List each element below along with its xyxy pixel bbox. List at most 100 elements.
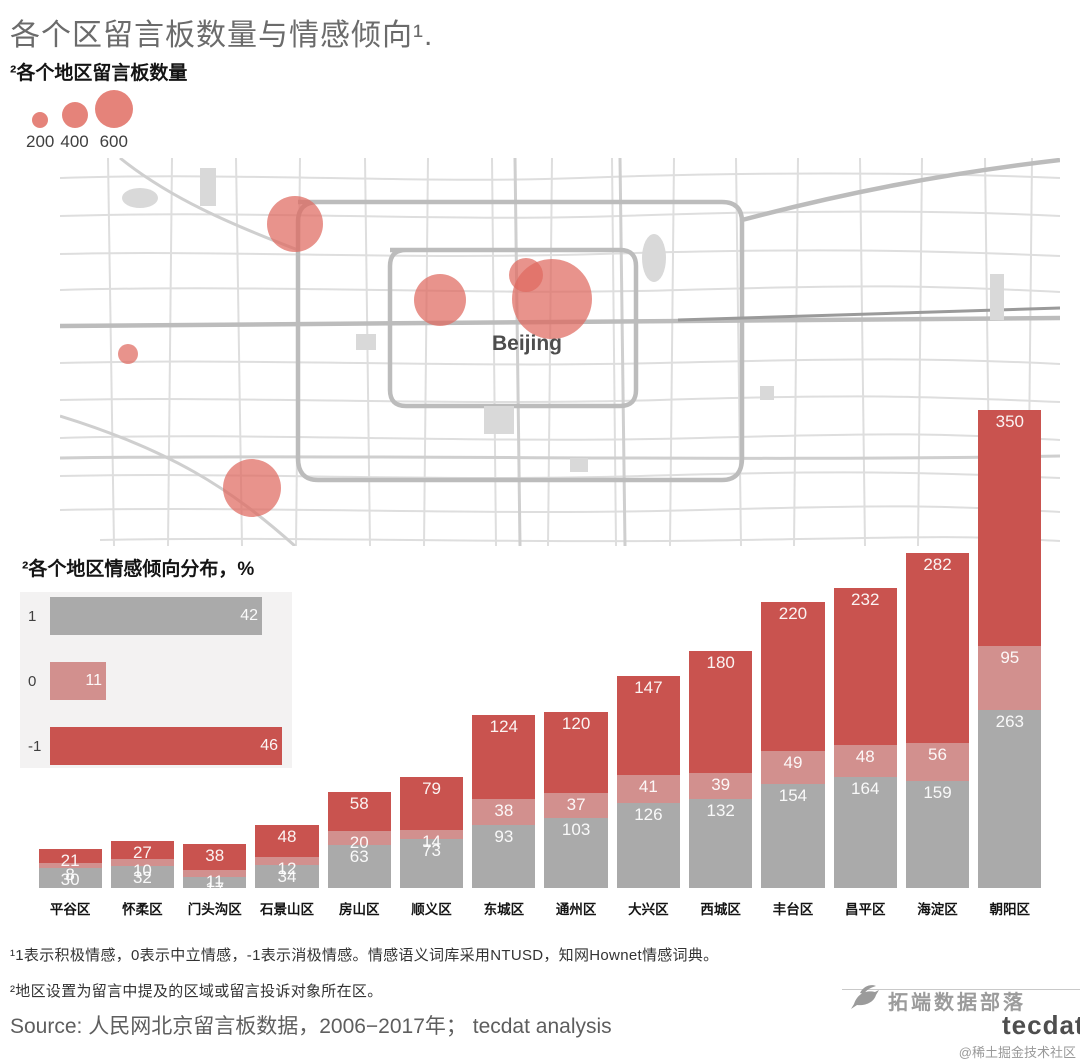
bar-value-label: 79 <box>422 779 441 798</box>
district-bar: 38 11 17 门头沟区 <box>183 400 247 917</box>
x-axis-label: 大兴区 <box>628 902 669 917</box>
watermark-brand: 拓端数据部落 <box>888 992 1026 1014</box>
watermark-divider <box>842 989 1080 990</box>
bar-value-label: 32 <box>132 868 152 887</box>
sentiment-category-label: -1 <box>28 737 42 755</box>
bar-segment: 14 <box>399 830 464 850</box>
legend-bubble-icon <box>32 112 49 128</box>
district-bubble <box>223 459 281 517</box>
bar-value-label: 103 <box>561 820 591 839</box>
bar-segment: 93 <box>472 825 536 888</box>
bar-value-label: 38 <box>494 801 514 820</box>
x-axis-label: 丰台区 <box>772 902 814 917</box>
sentiment-value-label: 46 <box>260 737 278 754</box>
bar-value-label: 8 <box>65 865 75 884</box>
district-bar: 21 8 30 平谷区 <box>38 400 102 917</box>
bar-segment: 11 <box>183 870 247 890</box>
x-axis-label: 东城区 <box>483 902 525 917</box>
map-svg: Beijing <box>60 158 1060 546</box>
sentiment-bar: 42 <box>50 597 262 635</box>
bar-value-label: 41 <box>638 777 658 796</box>
bar-value-label: 126 <box>634 805 663 824</box>
bar-segment: 34 <box>255 865 319 888</box>
bar-segment: 232 <box>833 588 897 745</box>
x-axis-label: 怀柔区 <box>122 902 163 917</box>
legend-bubble-icon <box>94 90 133 128</box>
district-bar: 147 41 126 大兴区 <box>616 400 681 917</box>
district-bubble <box>414 274 466 326</box>
legend-size-label: 600 <box>99 132 128 151</box>
bar-value-label: 49 <box>783 753 803 772</box>
sentiment-bar: 46 <box>50 727 282 765</box>
bar-value-label: 73 <box>422 841 441 860</box>
bar-value-label: 124 <box>489 717 519 736</box>
bar-value-label: 120 <box>561 714 591 733</box>
tecdat-logo: tecdat <box>1002 1010 1080 1040</box>
bar-value-label: 93 <box>494 827 514 846</box>
bar-value-label: 56 <box>928 745 947 764</box>
x-axis-label: 门头沟区 <box>187 902 242 917</box>
bar-value-label: 154 <box>778 786 808 805</box>
bar-value-label: 38 <box>205 846 225 865</box>
bar-value-label: 34 <box>277 867 297 886</box>
stacked-bar-chart: 21 8 30 平谷区 27 10 32 怀柔区 38 11 17 门头沟区 48 12 34 石景山区 58 2… <box>34 400 1046 917</box>
bar-segment: 38 <box>472 799 536 825</box>
sentiment-row: 0 11 <box>20 662 292 700</box>
map-section-heading: ²各个地区留言板数量 <box>10 63 188 84</box>
bar-segment: 12 <box>255 857 319 877</box>
x-axis-label: 房山区 <box>339 902 380 917</box>
bar-segment: 103 <box>544 818 608 888</box>
bar-segment: 154 <box>761 784 825 888</box>
bar-value-label: 39 <box>711 775 731 794</box>
bar-value-label: 132 <box>706 801 735 820</box>
bar-segment: 48 <box>833 745 897 777</box>
district-bubble <box>118 344 138 364</box>
bar-value-label: 37 <box>566 795 586 814</box>
bar-value-label: 21 <box>60 851 80 870</box>
sentiment-category-label: 1 <box>28 607 37 625</box>
bar-value-label: 58 <box>349 794 369 813</box>
district-bar: 220 49 154 丰台区 <box>761 400 825 917</box>
city-label: Beijing <box>492 332 562 355</box>
source-credit: Source: 人民网北京留言板数据，2006−2017年； tecdat an… <box>10 1015 612 1038</box>
page-title: 各个区留言板数量与情感倾向¹. <box>10 19 434 52</box>
x-axis-label: 西城区 <box>700 902 741 917</box>
bar-segment: 120 <box>544 712 608 793</box>
x-axis-label: 顺义区 <box>411 902 452 917</box>
bar-value-label: 232 <box>851 590 880 609</box>
district-bubble <box>512 259 592 339</box>
bar-segment: 41 <box>616 775 681 803</box>
bar-value-label: 48 <box>277 827 297 846</box>
bar-value-label: 11 <box>205 872 224 891</box>
district-bar: 120 37 103 通州区 <box>544 400 608 917</box>
x-axis-label: 朝阳区 <box>989 902 1031 917</box>
bar-segment: 164 <box>833 777 897 888</box>
bar-value-label: 27 <box>132 843 152 862</box>
district-bar: 58 20 63 房山区 <box>327 400 391 917</box>
bar-segment: 350 <box>978 410 1042 646</box>
bar-value-label: 63 <box>349 847 369 866</box>
bar-segment: 180 <box>689 651 753 773</box>
district-bar: 124 38 93 东城区 <box>472 400 536 917</box>
district-bar: 232 48 164 昌平区 <box>833 400 897 917</box>
bar-value-label: 164 <box>851 779 880 798</box>
bar-value-label: 159 <box>923 783 952 802</box>
bar-segment: 63 <box>327 845 391 888</box>
bar-value-label: 95 <box>1000 648 1020 667</box>
x-axis-label: 昌平区 <box>844 902 886 917</box>
map-landmark-blobs <box>122 168 1004 472</box>
bar-value-label: 350 <box>995 412 1024 431</box>
bar-segment: 27 <box>110 841 175 862</box>
bar-segment: 37 <box>544 793 608 818</box>
bar-value-label: 14 <box>422 832 441 851</box>
bird-icon <box>848 982 882 1017</box>
sentiment-section-heading: ²各个地区情感倾向分布，% <box>22 559 255 580</box>
x-axis-label: 通州区 <box>555 902 597 917</box>
legend-size-label: 200 <box>26 132 55 151</box>
bar-segment: 124 <box>472 715 536 799</box>
bar-segment: 95 <box>978 646 1042 710</box>
bar-segment: 8 <box>38 863 102 883</box>
district-bar: 79 14 73 顺义区 <box>399 400 464 917</box>
footnote-sentiment-definition: ¹1表示积极情感，0表示中立情感，-1表示消极情感。情感语义词库采用NTUSD，… <box>10 947 719 964</box>
